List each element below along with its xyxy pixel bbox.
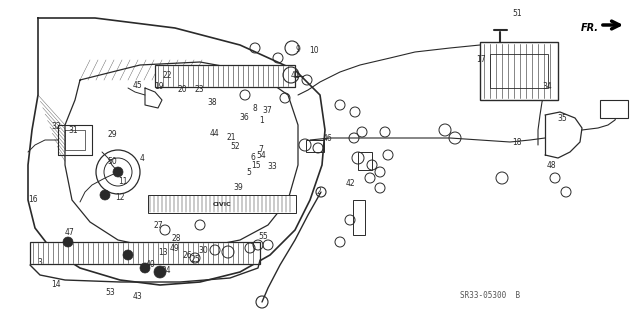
Text: 39: 39 [233,183,243,192]
Text: 3: 3 [37,258,42,267]
Text: 51: 51 [512,9,522,18]
Text: 45: 45 [132,81,143,90]
Text: 48: 48 [547,161,557,170]
Text: 6: 6 [250,153,255,162]
Text: 26: 26 [182,251,192,260]
Text: 41: 41 [291,71,301,80]
Text: CIVIC: CIVIC [212,202,231,206]
Text: 31: 31 [68,126,79,135]
Text: 8: 8 [252,104,257,113]
Circle shape [140,263,150,273]
Text: 28: 28 [172,234,180,243]
Text: 2: 2 [316,187,321,196]
Text: 4: 4 [140,154,145,163]
Text: 53: 53 [105,288,115,297]
Text: 50: 50 [107,157,117,166]
Text: 54: 54 [256,151,266,160]
Text: 18: 18 [513,138,522,147]
Text: 5: 5 [246,168,251,177]
Circle shape [100,190,110,200]
Text: 27: 27 [154,221,164,230]
Text: 15: 15 [251,161,261,170]
Text: 33: 33 [267,162,277,171]
Text: 55: 55 [259,232,269,241]
Text: 38: 38 [207,98,218,107]
Text: 19: 19 [154,82,164,91]
Bar [155,65,295,87]
Text: 24: 24 [161,266,172,275]
Bar [600,100,628,118]
Text: 14: 14 [51,280,61,289]
Text: 16: 16 [28,195,38,204]
Text: FR.: FR. [581,23,599,33]
Text: 13: 13 [158,248,168,256]
Circle shape [113,167,123,177]
Text: 23: 23 [195,85,205,94]
Bar [148,195,296,213]
Text: 49: 49 [169,244,179,253]
Text: 46: 46 [323,134,333,143]
Bar [358,152,372,170]
Text: 12: 12 [116,193,125,202]
Text: 30: 30 [198,246,209,255]
Bar [490,54,548,88]
Text: 42: 42 [346,179,356,188]
Text: 35: 35 [557,114,567,123]
Text: 7: 7 [259,145,264,154]
Text: 20: 20 [177,85,188,94]
Text: 43: 43 [132,292,143,301]
Text: 40: 40 [145,260,156,269]
Text: 17: 17 [476,56,486,64]
Bar [480,42,558,100]
Text: 34: 34 [542,82,552,91]
Text: 21: 21 [227,133,236,142]
Text: 37: 37 [262,106,273,115]
Text: 25: 25 [190,255,200,263]
Circle shape [154,266,166,278]
Circle shape [123,250,133,260]
Text: 29: 29 [107,130,117,139]
Bar [30,242,260,264]
Circle shape [63,237,73,247]
Text: 1: 1 [259,116,264,125]
Text: SR33-05300  B: SR33-05300 B [460,291,520,300]
Text: 36: 36 [239,113,250,122]
Text: 11: 11 [118,177,127,186]
Text: 44: 44 [209,129,220,138]
Text: 32: 32 [51,122,61,130]
Text: 22: 22 [163,71,172,80]
Text: 47: 47 [64,228,74,237]
Bar [306,140,324,152]
Text: 10: 10 [308,46,319,55]
Text: 52: 52 [230,142,241,151]
Bar [353,200,365,235]
Text: 9: 9 [295,45,300,54]
